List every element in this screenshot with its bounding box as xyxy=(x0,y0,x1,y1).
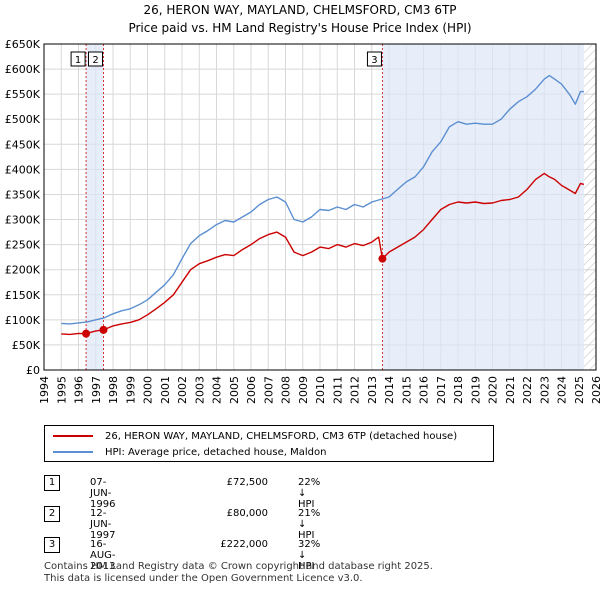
transaction-date: 07-JUN-1996 xyxy=(90,477,116,510)
x-tick-label: 1999 xyxy=(124,376,137,404)
shaded-region xyxy=(86,44,104,370)
transaction-hpi-diff: 32% ↓ HPI xyxy=(298,539,321,572)
transaction-hpi-diff: 22% ↓ HPI xyxy=(298,477,321,510)
transaction-label-box xyxy=(366,51,382,67)
x-tick-label: 2021 xyxy=(504,376,517,404)
footer-licence: This data is licensed under the Open Gov… xyxy=(44,573,363,584)
x-tick-label: 2005 xyxy=(228,376,241,404)
x-tick-label: 2020 xyxy=(487,376,500,404)
x-tick-label: 2009 xyxy=(297,376,310,404)
legend-label-property: 26, HERON WAY, MAYLAND, CHELMSFORD, CM3 … xyxy=(105,430,458,442)
x-tick-label: 2001 xyxy=(159,376,172,404)
x-tick-label: 2024 xyxy=(556,376,569,404)
x-tick-label: 1995 xyxy=(55,376,68,404)
chart-title-line2: Price paid vs. HM Land Registry's House … xyxy=(128,21,472,35)
transaction-date: 16-AUG-2013 xyxy=(90,539,116,572)
x-tick-label: 2008 xyxy=(280,376,293,404)
plot-frame xyxy=(43,43,597,371)
transaction-marker: 2 xyxy=(44,506,60,522)
x-tick-label: 2025 xyxy=(573,376,586,404)
transaction-point xyxy=(99,325,108,334)
transaction-price: £222,000 xyxy=(220,539,268,550)
y-tick-label: £600K xyxy=(5,63,41,76)
transaction-marker: 3 xyxy=(44,537,60,553)
x-tick-label: 2010 xyxy=(314,376,327,404)
x-tick-label: 2026 xyxy=(590,376,600,404)
x-tick-label: 2023 xyxy=(538,376,551,404)
x-tick-label: 2022 xyxy=(521,376,534,404)
x-tick-label: 2002 xyxy=(176,376,189,404)
x-tick-label: 1998 xyxy=(107,376,120,404)
transaction-label-box xyxy=(70,51,86,67)
transaction-price: £72,500 xyxy=(226,477,268,488)
legend-label-hpi: HPI: Average price, detached house, Mald… xyxy=(105,446,327,458)
y-tick-label: £650K xyxy=(5,38,41,51)
transaction-price: £80,000 xyxy=(226,508,268,519)
transaction-point xyxy=(378,254,387,263)
chart-title-line1: 26, HERON WAY, MAYLAND, CHELMSFORD, CM3 … xyxy=(143,3,457,17)
legend-entry-hpi: HPI: Average price, detached house, Mald… xyxy=(53,444,326,460)
y-tick-label: £300K xyxy=(5,214,41,227)
x-tick-label: 2011 xyxy=(331,376,344,404)
x-tick-label: 2007 xyxy=(262,376,275,404)
y-tick-label: £250K xyxy=(5,239,41,252)
y-tick-label: £450K xyxy=(5,138,41,151)
y-tick-label: £0 xyxy=(26,364,40,377)
legend-entry-property: 26, HERON WAY, MAYLAND, CHELMSFORD, CM3 … xyxy=(53,428,457,444)
x-tick-label: 1994 xyxy=(38,376,51,404)
x-tick-label: 2014 xyxy=(383,376,396,404)
y-tick-label: £500K xyxy=(5,113,41,126)
x-tick-label: 2017 xyxy=(435,376,448,404)
transaction-label: 2 xyxy=(92,55,98,66)
y-tick-label: £400K xyxy=(5,163,41,176)
x-tick-label: 2012 xyxy=(349,376,362,404)
series-line xyxy=(61,74,584,325)
x-tick-label: 2003 xyxy=(193,376,206,404)
y-tick-label: £200K xyxy=(5,264,41,277)
y-tick-label: £50K xyxy=(12,339,41,352)
y-tick-label: £150K xyxy=(5,289,41,302)
x-tick-label: 1996 xyxy=(73,376,86,404)
transaction-point xyxy=(82,329,91,338)
y-tick-label: £350K xyxy=(5,188,41,201)
series-line xyxy=(61,172,585,336)
y-tick-label: £100K xyxy=(5,314,41,327)
x-tick-label: 2013 xyxy=(366,376,379,404)
transaction-label: 1 xyxy=(75,55,81,66)
transaction-label-box xyxy=(88,51,104,67)
x-tick-label: 2004 xyxy=(211,376,224,404)
x-tick-label: 2015 xyxy=(400,376,413,404)
legend-red-line-icon xyxy=(53,435,93,437)
transaction-marker: 1 xyxy=(44,475,60,491)
y-tick-label: £550K xyxy=(5,88,41,101)
legend-blue-line-icon xyxy=(53,451,93,453)
x-tick-label: 2000 xyxy=(142,376,155,404)
x-tick-label: 1997 xyxy=(90,376,103,404)
x-tick-label: 2019 xyxy=(469,376,482,404)
x-tick-label: 2016 xyxy=(418,376,431,404)
transaction-label: 3 xyxy=(371,55,377,66)
footer-copyright: Contains HM Land Registry data © Crown c… xyxy=(44,561,433,572)
forecast-hatch xyxy=(583,44,596,370)
x-tick-label: 2018 xyxy=(452,376,465,404)
x-tick-label: 2006 xyxy=(245,376,258,404)
transaction-hpi-diff: 21% ↓ HPI xyxy=(298,508,321,541)
shaded-region xyxy=(382,44,584,370)
chart-legend: 26, HERON WAY, MAYLAND, CHELMSFORD, CM3 … xyxy=(44,425,494,462)
transaction-date: 12-JUN-1997 xyxy=(90,508,116,541)
